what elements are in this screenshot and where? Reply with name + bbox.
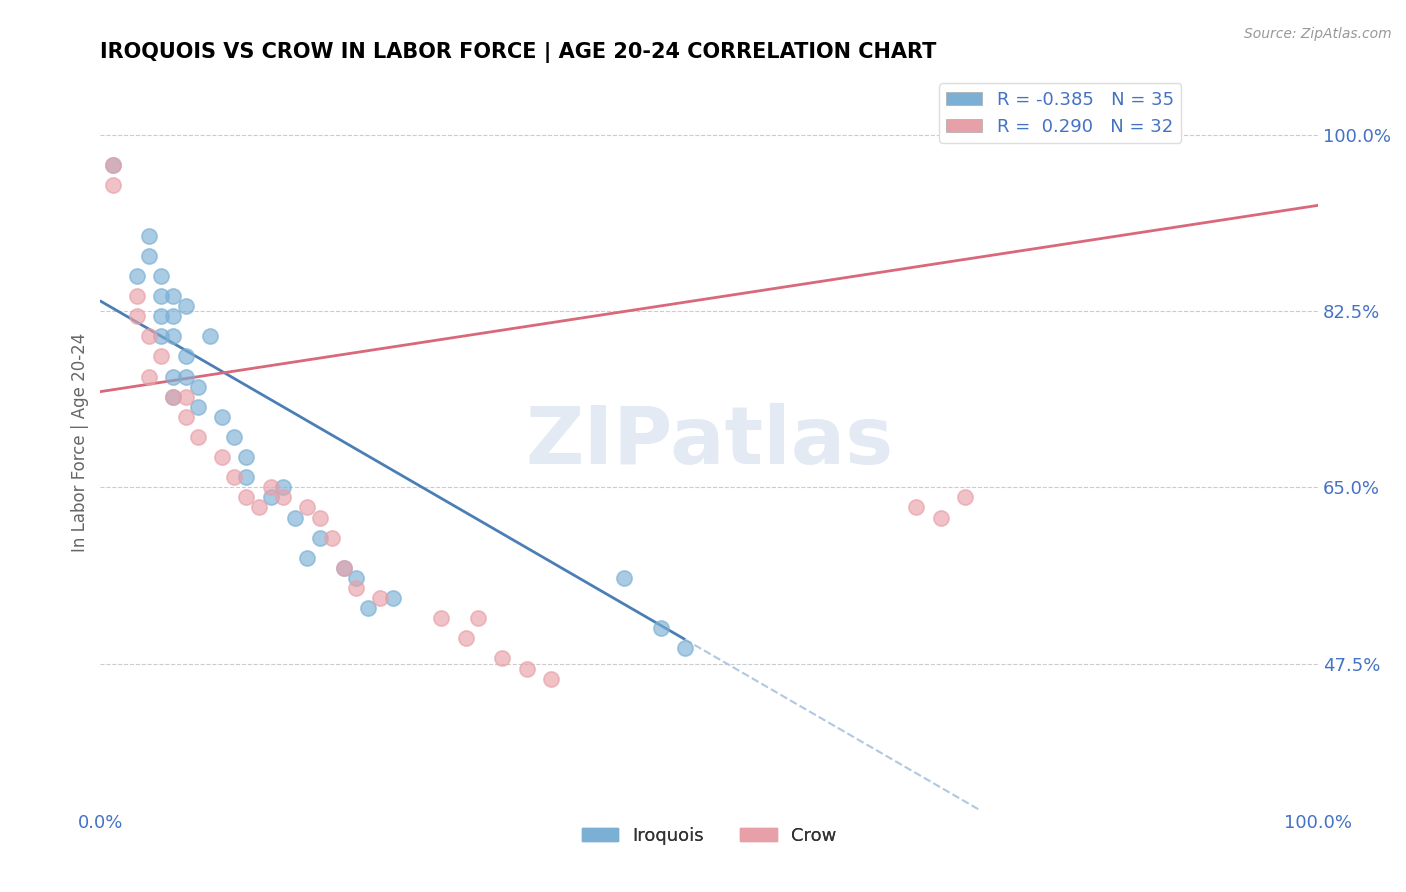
Point bbox=[150, 329, 173, 343]
Point bbox=[198, 329, 221, 343]
Point bbox=[125, 268, 148, 283]
Point bbox=[162, 390, 184, 404]
Point bbox=[540, 672, 562, 686]
Point bbox=[138, 249, 160, 263]
Point bbox=[235, 450, 257, 464]
Point bbox=[344, 581, 367, 595]
Point bbox=[211, 450, 233, 464]
Point bbox=[333, 561, 356, 575]
Point bbox=[138, 369, 160, 384]
Point bbox=[125, 289, 148, 303]
Point bbox=[260, 480, 283, 494]
Point bbox=[321, 531, 343, 545]
Point bbox=[138, 228, 160, 243]
Point bbox=[650, 621, 672, 635]
Point bbox=[174, 369, 197, 384]
Point bbox=[162, 369, 184, 384]
Point bbox=[247, 500, 270, 515]
Point bbox=[491, 651, 513, 665]
Point bbox=[235, 491, 257, 505]
Point bbox=[357, 601, 380, 615]
Text: Source: ZipAtlas.com: Source: ZipAtlas.com bbox=[1244, 27, 1392, 41]
Point bbox=[174, 409, 197, 424]
Point bbox=[150, 309, 173, 323]
Point bbox=[101, 158, 124, 172]
Point bbox=[174, 299, 197, 313]
Point bbox=[905, 500, 928, 515]
Point bbox=[174, 350, 197, 364]
Point bbox=[224, 470, 246, 484]
Text: IROQUOIS VS CROW IN LABOR FORCE | AGE 20-24 CORRELATION CHART: IROQUOIS VS CROW IN LABOR FORCE | AGE 20… bbox=[100, 42, 936, 62]
Point bbox=[235, 470, 257, 484]
Point bbox=[284, 510, 307, 524]
Point bbox=[138, 329, 160, 343]
Point bbox=[150, 268, 173, 283]
Text: ZIPatlas: ZIPatlas bbox=[524, 403, 893, 481]
Point bbox=[271, 491, 294, 505]
Point bbox=[162, 309, 184, 323]
Point bbox=[430, 611, 453, 625]
Y-axis label: In Labor Force | Age 20-24: In Labor Force | Age 20-24 bbox=[72, 333, 89, 551]
Point bbox=[929, 510, 952, 524]
Point bbox=[333, 561, 356, 575]
Point bbox=[271, 480, 294, 494]
Point bbox=[516, 662, 538, 676]
Point bbox=[101, 158, 124, 172]
Point bbox=[260, 491, 283, 505]
Point bbox=[297, 500, 319, 515]
Point bbox=[211, 409, 233, 424]
Point bbox=[187, 400, 209, 414]
Point bbox=[162, 289, 184, 303]
Point bbox=[308, 510, 330, 524]
Point bbox=[125, 309, 148, 323]
Point bbox=[381, 591, 404, 605]
Point bbox=[150, 350, 173, 364]
Point bbox=[297, 550, 319, 565]
Point bbox=[187, 379, 209, 393]
Point bbox=[162, 390, 184, 404]
Point bbox=[673, 641, 696, 656]
Point bbox=[953, 491, 976, 505]
Point bbox=[308, 531, 330, 545]
Legend: Iroquois, Crow: Iroquois, Crow bbox=[575, 820, 844, 852]
Point bbox=[162, 329, 184, 343]
Point bbox=[224, 430, 246, 444]
Point bbox=[370, 591, 392, 605]
Point bbox=[467, 611, 489, 625]
Point bbox=[454, 632, 477, 646]
Point bbox=[101, 178, 124, 193]
Point bbox=[150, 289, 173, 303]
Point bbox=[174, 390, 197, 404]
Point bbox=[187, 430, 209, 444]
Point bbox=[613, 571, 636, 585]
Point bbox=[344, 571, 367, 585]
